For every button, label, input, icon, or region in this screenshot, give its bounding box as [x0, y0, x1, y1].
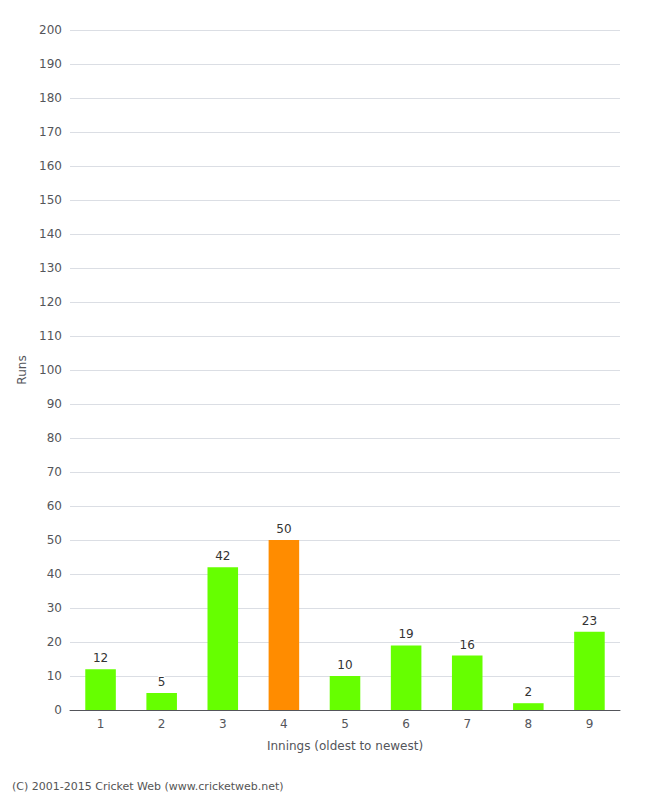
svg-text:60: 60	[47, 499, 62, 513]
svg-text:1: 1	[97, 717, 105, 731]
svg-text:190: 190	[39, 57, 62, 71]
svg-text:9: 9	[586, 717, 594, 731]
svg-text:130: 130	[39, 261, 62, 275]
svg-text:30: 30	[47, 601, 62, 615]
svg-text:7: 7	[463, 717, 471, 731]
svg-text:3: 3	[219, 717, 227, 731]
svg-text:70: 70	[47, 465, 62, 479]
svg-text:160: 160	[39, 159, 62, 173]
svg-text:2: 2	[525, 685, 533, 699]
svg-text:Innings (oldest to newest): Innings (oldest to newest)	[267, 739, 423, 753]
svg-text:23: 23	[582, 614, 597, 628]
svg-text:42: 42	[215, 549, 230, 563]
svg-text:50: 50	[276, 522, 291, 536]
svg-text:50: 50	[47, 533, 62, 547]
svg-text:5: 5	[341, 717, 349, 731]
svg-text:80: 80	[47, 431, 62, 445]
svg-text:180: 180	[39, 91, 62, 105]
svg-text:6: 6	[402, 717, 410, 731]
svg-text:4: 4	[280, 717, 288, 731]
svg-text:(C) 2001-2015 Cricket Web (www: (C) 2001-2015 Cricket Web (www.cricketwe…	[12, 780, 284, 793]
svg-text:2: 2	[158, 717, 166, 731]
svg-text:170: 170	[39, 125, 62, 139]
svg-text:90: 90	[47, 397, 62, 411]
svg-text:12: 12	[93, 651, 108, 665]
svg-text:110: 110	[39, 329, 62, 343]
svg-text:Runs: Runs	[15, 355, 29, 384]
svg-text:19: 19	[398, 627, 413, 641]
svg-text:10: 10	[47, 669, 62, 683]
svg-text:8: 8	[525, 717, 533, 731]
svg-text:16: 16	[460, 638, 475, 652]
svg-text:20: 20	[47, 635, 62, 649]
svg-text:10: 10	[337, 658, 352, 672]
svg-text:40: 40	[47, 567, 62, 581]
svg-text:100: 100	[39, 363, 62, 377]
svg-text:5: 5	[158, 675, 166, 689]
svg-text:140: 140	[39, 227, 62, 241]
svg-text:0: 0	[54, 703, 62, 717]
svg-text:150: 150	[39, 193, 62, 207]
svg-text:200: 200	[39, 23, 62, 37]
svg-text:120: 120	[39, 295, 62, 309]
